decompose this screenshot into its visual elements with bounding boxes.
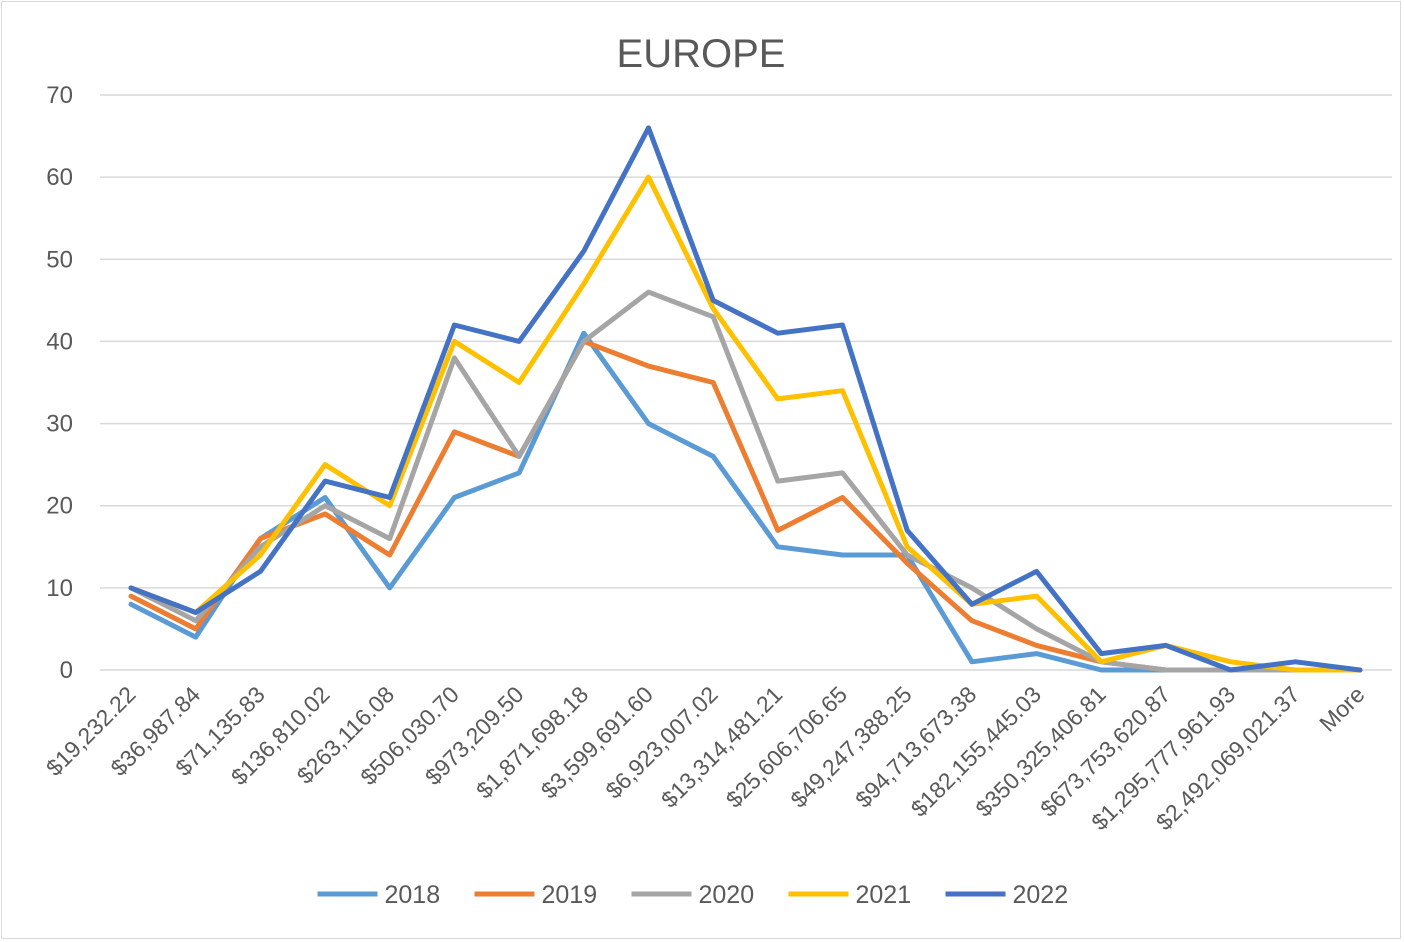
y-tick-label: 10	[46, 575, 73, 602]
chart-title: EUROPE	[617, 32, 786, 76]
legend-label-2018: 2018	[385, 881, 441, 909]
legend-label-2022: 2022	[1013, 881, 1069, 909]
y-tick-label: 50	[46, 246, 73, 273]
y-tick-label: 70	[46, 82, 73, 109]
legend: 2018 2019 2020 2021 2022	[317, 881, 1069, 909]
legend-label-2020: 2020	[699, 881, 755, 909]
gridlines	[100, 94, 1392, 671]
series-line-2022	[128, 125, 1363, 673]
x-tick-label: $6,923,007.02	[600, 681, 722, 803]
legend-label-2021: 2021	[856, 881, 912, 909]
y-tick-label: 30	[46, 411, 73, 438]
y-axis-tick-labels: 0 10 20 30 40 50 60 70	[46, 82, 73, 684]
x-tick-label: $1,871,698.18	[471, 681, 593, 803]
series-line-2018	[128, 330, 1363, 673]
x-axis-tick-labels: $19,232.22$36,987.84$71,135.83$136,810.0…	[41, 681, 1370, 835]
y-tick-label: 20	[46, 493, 73, 520]
series-line-2020	[128, 289, 1363, 673]
x-tick-label: $3,599,691.60	[536, 681, 658, 803]
y-tick-label: 60	[46, 164, 73, 191]
series-lines	[128, 125, 1363, 673]
y-tick-label: 0	[60, 657, 73, 684]
legend-label-2019: 2019	[542, 881, 598, 909]
x-tick-label: More	[1314, 681, 1369, 736]
y-tick-label: 40	[46, 328, 73, 355]
